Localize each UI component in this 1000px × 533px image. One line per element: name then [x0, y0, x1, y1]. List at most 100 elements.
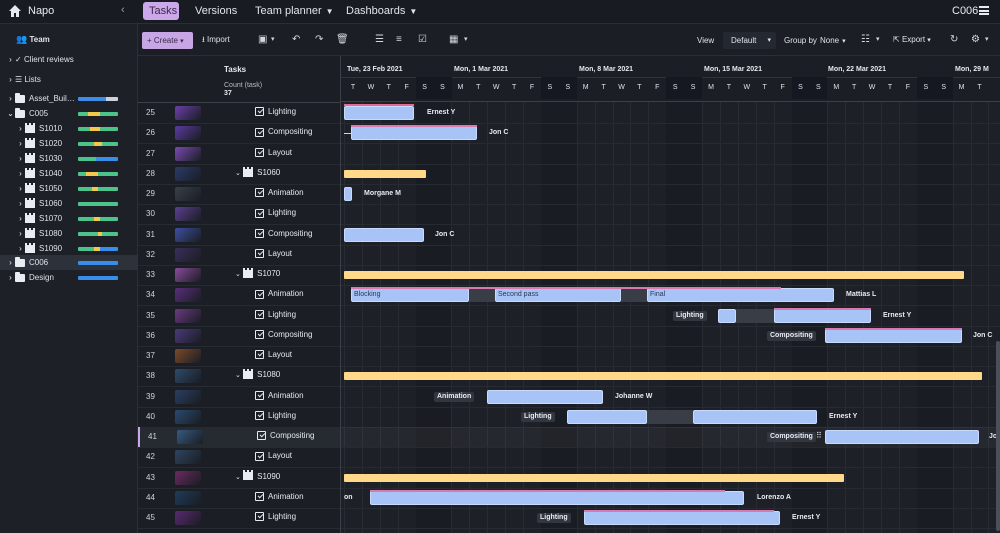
- drag-handle-icon[interactable]: ⠿: [816, 431, 822, 440]
- redo-icon[interactable]: ↷: [315, 34, 324, 45]
- thumbnail[interactable]: [175, 227, 201, 242]
- task-row[interactable]: 29 Animation: [138, 184, 340, 204]
- task-label[interactable]: Lighting: [255, 107, 296, 117]
- group-label[interactable]: ⌄ S1090: [235, 470, 281, 481]
- task-row[interactable]: 40 Lighting: [138, 407, 340, 427]
- thumbnail[interactable]: [175, 247, 201, 262]
- sidebar-item-c005[interactable]: ⌄ C005: [0, 106, 138, 121]
- sidebar-item-design[interactable]: › Design: [0, 270, 138, 285]
- summary-bar[interactable]: [344, 473, 844, 482]
- summary-bar[interactable]: [344, 169, 426, 178]
- chevron-down-icon[interactable]: ▾: [271, 36, 275, 43]
- task-label[interactable]: Lighting: [255, 512, 296, 522]
- chevron-right-icon[interactable]: ›: [19, 229, 22, 238]
- thumbnail[interactable]: [175, 268, 201, 282]
- task-label[interactable]: Compositing: [255, 229, 312, 238]
- chevron-right-icon[interactable]: ›: [19, 124, 22, 133]
- app-name[interactable]: Napo: [28, 5, 55, 17]
- task-bar[interactable]: [693, 409, 817, 424]
- task-label[interactable]: Compositing: [255, 330, 312, 340]
- task-bar[interactable]: [351, 126, 477, 141]
- undo-icon[interactable]: ↶: [292, 34, 301, 45]
- task-row[interactable]: 36 Compositing: [138, 326, 340, 346]
- group-row[interactable]: 43 ⌄ S1090: [138, 468, 340, 488]
- task-bar[interactable]: [774, 308, 871, 323]
- refresh-icon[interactable]: ↻: [950, 34, 959, 45]
- thumbnail[interactable]: [175, 126, 201, 141]
- grid-icon[interactable]: ▦: [449, 34, 459, 45]
- sidebar-item-s1050[interactable]: › S1050: [0, 181, 138, 196]
- task-bar[interactable]: [718, 308, 736, 323]
- task-tag[interactable]: Compositing: [767, 432, 816, 442]
- task-row[interactable]: 26 Compositing: [138, 123, 340, 143]
- task-row[interactable]: 35 Lighting: [138, 306, 340, 326]
- sidebar-item-c006[interactable]: › C006: [0, 255, 138, 270]
- task-label[interactable]: Layout: [255, 451, 292, 461]
- summary-bar[interactable]: [344, 372, 982, 381]
- sidebar-item-s1010[interactable]: › S1010: [0, 121, 138, 136]
- settings-gear-icon[interactable]: ⚙: [971, 34, 980, 45]
- delete-icon[interactable]: 🗑: [336, 34, 349, 45]
- group-label[interactable]: ⌄ S1080: [235, 369, 281, 380]
- sidebar-item-s1070[interactable]: › S1070: [0, 211, 138, 226]
- sidebar-item-asset-build[interactable]: › Asset_Buil…: [0, 91, 138, 106]
- import-button[interactable]: ⭳ Import: [202, 35, 230, 44]
- sidebar-item-s1090[interactable]: › S1090: [0, 241, 138, 256]
- sidebar-item-client-reviews[interactable]: › ✓ Client reviews: [0, 52, 138, 67]
- task-label[interactable]: Layout: [255, 350, 292, 360]
- tasks-column-header[interactable]: Tasks: [224, 65, 247, 74]
- thumbnail[interactable]: [175, 146, 201, 161]
- sidebar-item-lists[interactable]: › ☰ Lists: [0, 72, 138, 87]
- thumbnail[interactable]: [175, 511, 201, 525]
- chevron-down-icon[interactable]: ⌄: [235, 372, 241, 380]
- view-select[interactable]: Default ▾: [723, 32, 776, 49]
- thumbnail[interactable]: [175, 187, 201, 201]
- task-row[interactable]: 42 Layout: [138, 447, 340, 467]
- task-row[interactable]: 44 Animation: [138, 488, 340, 508]
- task-label[interactable]: Animation: [255, 289, 304, 299]
- task-row[interactable]: 45 Lighting: [138, 508, 340, 528]
- task-bar[interactable]: [487, 389, 603, 404]
- task-row[interactable]: 39 Animation: [138, 387, 340, 407]
- thumbnail[interactable]: [175, 409, 201, 424]
- chevron-right-icon[interactable]: ›: [19, 154, 22, 163]
- chevron-right-icon[interactable]: ›: [9, 273, 12, 282]
- task-label[interactable]: Layout: [255, 148, 292, 157]
- chevron-right-icon[interactable]: ›: [19, 169, 22, 178]
- tab-tasks[interactable]: Tasks: [143, 2, 179, 20]
- create-button[interactable]: + Create ▾: [142, 32, 193, 49]
- thumbnail[interactable]: [175, 166, 201, 181]
- chevron-right-icon[interactable]: ›: [19, 139, 22, 148]
- chevron-right-icon[interactable]: ›: [9, 258, 12, 267]
- task-bar[interactable]: [825, 328, 962, 343]
- task-bar-second-pass[interactable]: Second pass: [495, 288, 621, 303]
- task-row[interactable]: 31 Compositing: [138, 225, 340, 245]
- collapse-sidebar-icon[interactable]: ‹: [121, 4, 125, 16]
- chevron-down-icon[interactable]: ⌄: [7, 109, 14, 118]
- task-row[interactable]: 32 Layout: [138, 245, 340, 265]
- export-button[interactable]: ⇱ Export ▾: [893, 35, 931, 44]
- chevron-down-icon[interactable]: ▾: [876, 36, 880, 43]
- task-bar[interactable]: [344, 106, 414, 120]
- project-name[interactable]: C006: [952, 5, 979, 17]
- indent-icon[interactable]: ≡: [396, 34, 402, 45]
- thumbnail[interactable]: [175, 490, 201, 505]
- save-icon[interactable]: ▣: [258, 34, 268, 45]
- task-row[interactable]: 30 Lighting: [138, 204, 340, 224]
- task-tag[interactable]: Lighting: [537, 513, 571, 523]
- vertical-scrollbar[interactable]: [996, 341, 1000, 531]
- task-label[interactable]: Animation: [255, 188, 304, 198]
- thumbnail[interactable]: [175, 308, 201, 323]
- chevron-right-icon[interactable]: ›: [19, 199, 22, 208]
- task-label[interactable]: Compositing: [255, 127, 312, 137]
- task-label[interactable]: Layout: [255, 249, 292, 259]
- task-tag[interactable]: Animation: [434, 391, 475, 402]
- tab-team-planner[interactable]: Team planner ▼: [255, 5, 334, 17]
- chevron-down-icon[interactable]: ▾: [985, 36, 989, 43]
- thumbnail[interactable]: [175, 369, 201, 384]
- chevron-right-icon[interactable]: ›: [19, 244, 22, 253]
- chevron-down-icon[interactable]: ⌄: [235, 271, 241, 278]
- outdent-icon[interactable]: ☰: [375, 34, 384, 45]
- chevron-right-icon[interactable]: ›: [19, 184, 22, 193]
- task-label[interactable]: Lighting: [255, 310, 296, 319]
